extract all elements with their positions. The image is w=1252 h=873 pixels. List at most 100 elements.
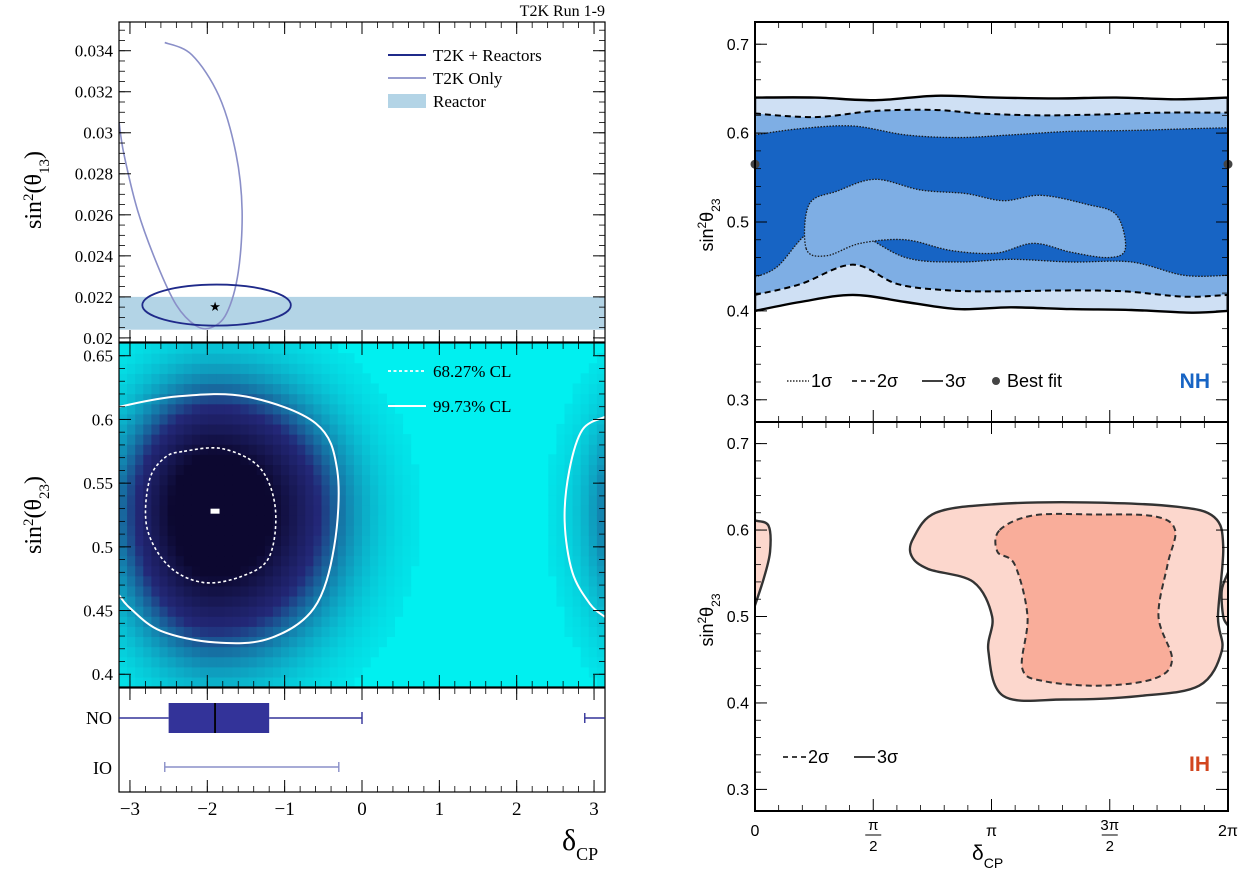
heatmap-cell <box>175 646 185 658</box>
heatmap-cell <box>167 535 177 546</box>
heatmap-cell <box>289 444 298 455</box>
heatmap-cell <box>281 423 290 435</box>
heatmap-cell <box>580 585 590 597</box>
heatmap-cell <box>297 646 306 658</box>
heatmap-cell <box>272 515 282 526</box>
heatmap-cell <box>256 504 266 516</box>
heatmap-cell <box>167 403 177 415</box>
heatmap-cell <box>378 636 387 648</box>
heatmap-cell <box>564 423 574 435</box>
heatmap-cell <box>337 626 347 638</box>
heatmap-cell <box>240 585 250 597</box>
heatmap-cell <box>240 423 250 435</box>
heatmap-cell <box>208 423 217 435</box>
heatmap-cell <box>345 383 355 395</box>
heatmap-cell <box>200 474 209 486</box>
heatmap-cell <box>191 343 201 354</box>
y-tick-label: 0.55 <box>83 474 113 493</box>
y-tick-label: 0.3 <box>727 782 749 799</box>
heatmap-cell <box>337 636 347 648</box>
heatmap-cell <box>556 494 566 506</box>
heatmap-cell <box>264 413 274 425</box>
heatmap-cell <box>216 626 225 638</box>
heatmap-cell <box>588 595 598 607</box>
heatmap-cell <box>556 565 566 577</box>
y-tick-label: 0.65 <box>83 347 113 366</box>
heatmap-cell <box>135 565 144 577</box>
heatmap-cell <box>402 434 412 445</box>
heatmap-cell <box>183 393 193 405</box>
heatmap-cell <box>127 575 136 587</box>
heatmap-cell <box>329 383 339 395</box>
heatmap-cell <box>329 666 339 678</box>
x-tick-label: −2 <box>197 799 217 820</box>
heatmap-cell <box>596 373 605 385</box>
y-axis: 0.02 0.022 0.024 0.026 0.028 0.03 0.032 0.034 <box>75 29 605 348</box>
heatmap-cell <box>386 535 395 546</box>
heatmap-cell <box>248 494 258 506</box>
heatmap-cell <box>127 525 136 536</box>
heatmap-cell <box>588 504 598 516</box>
heatmap-cell <box>264 636 274 648</box>
heatmap-cell <box>329 606 339 617</box>
heatmap-cell <box>143 393 152 405</box>
heatmap-cell <box>572 474 582 486</box>
heatmap-cell <box>240 525 250 536</box>
heatmap-cell <box>167 484 177 496</box>
heatmap-cell <box>248 666 258 678</box>
heatmap-cell <box>289 484 298 496</box>
heatmap-cell <box>596 515 605 526</box>
heatmap-cell <box>248 555 258 567</box>
heatmap-cell <box>596 535 605 546</box>
heatmap-cell <box>564 515 574 526</box>
heatmap-cell <box>572 515 582 526</box>
heatmap-cell <box>167 464 177 476</box>
heatmap-cell <box>208 494 217 506</box>
heatmap-cell <box>175 595 185 607</box>
heatmap-cell <box>297 525 306 536</box>
heatmap-cell <box>313 585 323 597</box>
heatmap-cell <box>556 595 566 607</box>
heatmap-cell <box>272 585 282 597</box>
heatmap-cell <box>337 565 347 577</box>
heatmap-cell <box>378 504 387 516</box>
heatmap-cell <box>281 676 290 687</box>
heatmap-cell <box>232 656 242 668</box>
heatmap-cell <box>272 474 282 486</box>
heatmap-cell <box>410 484 420 496</box>
heatmap-cell <box>159 373 169 385</box>
heatmap-cell <box>386 444 395 455</box>
heatmap-cell <box>345 676 355 687</box>
heatmap-cell <box>345 454 355 466</box>
heatmap-cell <box>224 434 233 445</box>
heatmap-cell <box>353 595 363 607</box>
heatmap-cell <box>159 454 169 466</box>
heatmap-cell <box>337 656 347 668</box>
heatmap-cell <box>596 423 605 435</box>
heatmap-cell <box>386 616 395 627</box>
heatmap-cell <box>337 444 347 455</box>
heatmap-cell <box>572 616 582 627</box>
heatmap-cell <box>362 474 371 486</box>
heatmap-cell <box>175 353 185 364</box>
heatmap-cell <box>200 373 209 385</box>
heatmap-cell <box>256 474 266 486</box>
heatmap-cell <box>248 484 258 496</box>
heatmap-cell <box>135 393 144 405</box>
heatmap-cell <box>167 676 177 687</box>
heatmap-cell <box>240 606 250 617</box>
heatmap-cell <box>143 474 152 486</box>
heatmap-cell <box>248 413 258 425</box>
heatmap-cell <box>580 626 590 638</box>
heatmap-cell <box>135 666 144 678</box>
heatmap-cell <box>329 484 339 496</box>
heatmap-cell <box>264 525 274 536</box>
heatmap-cell <box>580 515 590 526</box>
heatmap-cell <box>556 585 566 597</box>
y-tick-label: 0.5 <box>727 609 749 626</box>
heatmap-cell <box>345 646 355 658</box>
heatmap-cell <box>588 464 598 476</box>
heatmap-cell <box>224 353 233 364</box>
heatmap-cell <box>175 403 185 415</box>
